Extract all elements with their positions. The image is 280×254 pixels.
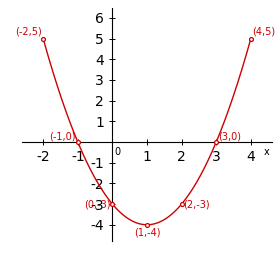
Text: (1,-4): (1,-4): [134, 227, 160, 237]
Text: 0: 0: [115, 147, 121, 157]
Text: x: x: [264, 147, 270, 156]
Text: (2,-3): (2,-3): [183, 199, 210, 209]
Text: (4,5): (4,5): [253, 27, 276, 37]
Text: (0,-3): (0,-3): [84, 199, 111, 209]
Text: (3,0): (3,0): [218, 131, 241, 141]
Text: (-2,5): (-2,5): [15, 27, 41, 37]
Text: (-1,0): (-1,0): [50, 131, 76, 141]
